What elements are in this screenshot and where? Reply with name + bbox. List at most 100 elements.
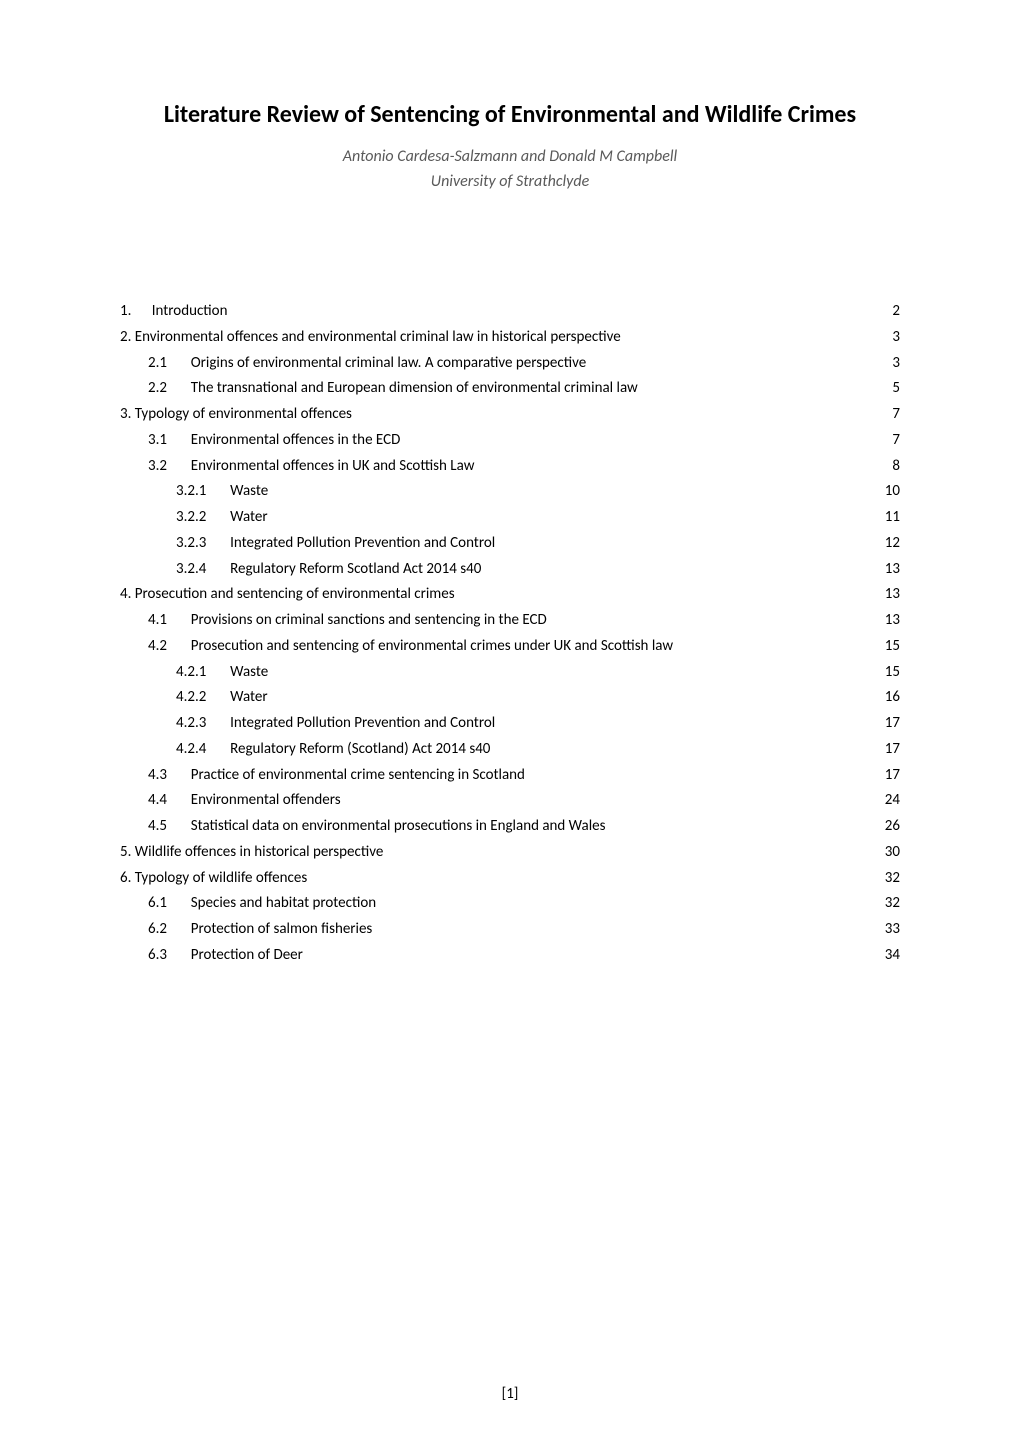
toc-entry-number-pad: [167, 430, 191, 452]
toc-entry-number: 3.2.1: [176, 481, 206, 503]
toc-entry-page: 13: [881, 584, 900, 606]
document-page: Literature Review of Sentencing of Envir…: [0, 0, 1020, 1443]
toc-entry-label: Protection of salmon fisheries: [191, 919, 373, 941]
toc-entry-number-pad: [167, 816, 191, 838]
toc-entry-number: 4.3: [148, 765, 167, 787]
toc-entry: 5. Wildlife offences in historical persp…: [120, 842, 900, 864]
toc-entry-number: 4.2.1: [176, 662, 206, 684]
toc-entry-page: 11: [881, 507, 900, 529]
toc-entry-number-pad: [167, 790, 191, 812]
toc-entry-number-pad: [131, 301, 151, 323]
toc-entry-number: 4.2.3: [176, 713, 206, 735]
toc-entry-label: 5. Wildlife offences in historical persp…: [120, 842, 383, 864]
toc-entry-page: 32: [881, 893, 900, 915]
toc-entry-number-pad: [206, 533, 230, 555]
toc-entry-number-pad: [167, 353, 191, 375]
toc-entry-label: Protection of Deer: [191, 945, 303, 967]
toc-entry-page: 33: [881, 919, 900, 941]
toc-entry: 4.2.4 Regulatory Reform (Scotland) Act 2…: [120, 739, 900, 761]
toc-entry-number-pad: [167, 610, 191, 632]
toc-entry-number: 6.2: [148, 919, 167, 941]
toc-entry-number: 3.1: [148, 430, 167, 452]
toc-entry-number-pad: [206, 713, 230, 735]
toc-entry-page: 7: [889, 430, 900, 452]
toc-entry-label: Regulatory Reform Scotland Act 2014 s40: [230, 559, 481, 581]
toc-entry-label: Water: [230, 687, 267, 709]
toc-entry-page: 13: [881, 559, 900, 581]
toc-entry: 4.1 Provisions on criminal sanctions and…: [120, 610, 900, 632]
toc-entry: 2. Environmental offences and environmen…: [120, 327, 900, 349]
toc-entry-label: The transnational and European dimension…: [191, 378, 638, 400]
toc-entry-label: 3. Typology of environmental offences: [120, 404, 352, 426]
toc-entry: 4.3 Practice of environmental crime sent…: [120, 765, 900, 787]
toc-entry-label: Water: [230, 507, 267, 529]
toc-entry-number-pad: [206, 687, 230, 709]
toc-entry-page: 10: [881, 481, 900, 503]
toc-entry-label: Integrated Pollution Prevention and Cont…: [230, 533, 495, 555]
toc-entry: 3.2.1 Waste 10: [120, 481, 900, 503]
toc-entry: 3.2.3 Integrated Pollution Prevention an…: [120, 533, 900, 555]
toc-entry-number: 3.2: [148, 456, 167, 478]
toc-entry-page: 3: [889, 353, 900, 375]
toc-entry-number-pad: [206, 739, 230, 761]
toc-entry-label: Statistical data on environmental prosec…: [191, 816, 606, 838]
toc-entry-label: 2. Environmental offences and environmen…: [120, 327, 621, 349]
toc-entry-number: 6.1: [148, 893, 167, 915]
toc-entry-label: Integrated Pollution Prevention and Cont…: [230, 713, 495, 735]
toc-entry-page: 17: [881, 713, 900, 735]
toc-entry-number: 6.3: [148, 945, 167, 967]
toc-entry-number-pad: [206, 481, 230, 503]
toc-entry: 3. Typology of environmental offences 7: [120, 404, 900, 426]
toc-entry-page: 26: [881, 816, 900, 838]
toc-entry: 4.5 Statistical data on environmental pr…: [120, 816, 900, 838]
document-title: Literature Review of Sentencing of Envir…: [120, 100, 900, 129]
toc-entry-number: 4.4: [148, 790, 167, 812]
toc-entry-page: 3: [889, 327, 900, 349]
toc-entry: 6.3 Protection of Deer 34: [120, 945, 900, 967]
toc-entry: 3.2.4 Regulatory Reform Scotland Act 201…: [120, 559, 900, 581]
toc-entry: 4.2.1 Waste 15: [120, 662, 900, 684]
toc-entry-label: Prosecution and sentencing of environmen…: [191, 636, 673, 658]
toc-entry: 3.2.2 Water 11: [120, 507, 900, 529]
toc-entry: 3.2 Environmental offences in UK and Sco…: [120, 456, 900, 478]
toc-entry-page: 2: [889, 301, 900, 323]
toc-entry-number: 4.5: [148, 816, 167, 838]
toc-entry-number: 3.2.4: [176, 559, 206, 581]
toc-entry: 1. Introduction 2: [120, 301, 900, 323]
toc-entry-number: 3.2.2: [176, 507, 206, 529]
toc-entry-number-pad: [167, 919, 191, 941]
toc-entry: 4. Prosecution and sentencing of environ…: [120, 584, 900, 606]
toc-entry: 2.1 Origins of environmental criminal la…: [120, 353, 900, 375]
toc-entry-page: 24: [881, 790, 900, 812]
toc-entry-number-pad: [167, 456, 191, 478]
toc-entry: 6. Typology of wildlife offences 32: [120, 868, 900, 890]
toc-entry-number: 4.2.4: [176, 739, 206, 761]
toc-entry-label: Provisions on criminal sanctions and sen…: [191, 610, 547, 632]
toc-entry: 6.1 Species and habitat protection 32: [120, 893, 900, 915]
toc-entry-number-pad: [167, 945, 191, 967]
toc-entry-number: 4.2: [148, 636, 167, 658]
toc-entry-number-pad: [206, 662, 230, 684]
toc-entry: 4.2.2 Water 16: [120, 687, 900, 709]
toc-entry-page: 8: [889, 456, 900, 478]
page-number: [1]: [0, 1385, 1020, 1403]
toc-entry-label: Origins of environmental criminal law. A…: [191, 353, 586, 375]
toc-entry: 6.2 Protection of salmon fisheries 33: [120, 919, 900, 941]
toc-entry-number: 3.2.3: [176, 533, 206, 555]
toc-entry-label: 6. Typology of wildlife offences: [120, 868, 307, 890]
toc-entry-number: 4.2.2: [176, 687, 206, 709]
toc-entry-label: 4. Prosecution and sentencing of environ…: [120, 584, 455, 606]
toc-entry-page: 30: [881, 842, 900, 864]
toc-entry-label: Environmental offenders: [191, 790, 341, 812]
toc-entry-page: 32: [881, 868, 900, 890]
toc-entry: 4.2 Prosecution and sentencing of enviro…: [120, 636, 900, 658]
toc-entry-page: 13: [881, 610, 900, 632]
toc-entry-number-pad: [167, 378, 191, 400]
toc-entry-label: Regulatory Reform (Scotland) Act 2014 s4…: [230, 739, 490, 761]
toc-entry-page: 34: [881, 945, 900, 967]
toc-entry-number: 2.2: [148, 378, 167, 400]
table-of-contents: 1. Introduction 2 2. Environmental offenc…: [120, 301, 900, 967]
toc-entry: 2.2 The transnational and European dimen…: [120, 378, 900, 400]
toc-entry: 4.2.3 Integrated Pollution Prevention an…: [120, 713, 900, 735]
toc-entry-label: Waste: [230, 481, 268, 503]
